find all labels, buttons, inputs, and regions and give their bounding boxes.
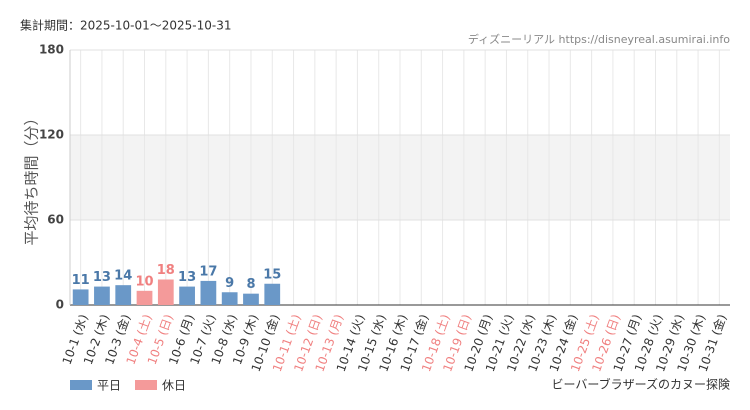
y-tick-label: 120 — [39, 128, 64, 142]
value-label: 14 — [114, 269, 132, 284]
y-axis-label: 平均待ち時間（分） — [23, 110, 41, 245]
value-label: 10 — [135, 274, 153, 289]
attraction: ビーバーブラザーズのカヌー探険 — [551, 377, 730, 392]
value-label: 11 — [72, 273, 90, 288]
bar — [179, 286, 195, 305]
legend-label: 平日 — [97, 379, 121, 393]
bar — [157, 279, 174, 305]
bar — [221, 292, 238, 305]
legend-swatch — [70, 380, 92, 390]
legend-swatch — [135, 380, 157, 390]
value-label: 8 — [246, 277, 255, 292]
value-label: 15 — [263, 267, 281, 282]
y-tick-label: 180 — [39, 43, 64, 57]
bar — [72, 289, 89, 305]
value-label: 13 — [93, 270, 111, 285]
bar — [264, 283, 281, 305]
bar — [200, 280, 217, 305]
value-label: 18 — [157, 263, 175, 278]
bar — [136, 290, 153, 305]
bar — [94, 286, 110, 305]
bar — [115, 285, 132, 305]
y-tick-label: 0 — [56, 298, 64, 312]
period: 集計期間：2025-10-01～2025-10-31 — [20, 18, 231, 33]
value-label: 17 — [199, 264, 217, 279]
value-label: 9 — [225, 276, 234, 291]
legend-label: 休日 — [162, 379, 186, 393]
bar — [243, 293, 259, 305]
source: ディズニーリアル https://disneyreal.asumirai.inf… — [468, 32, 730, 46]
value-label: 13 — [178, 270, 196, 285]
y-tick-label: 60 — [47, 213, 64, 227]
